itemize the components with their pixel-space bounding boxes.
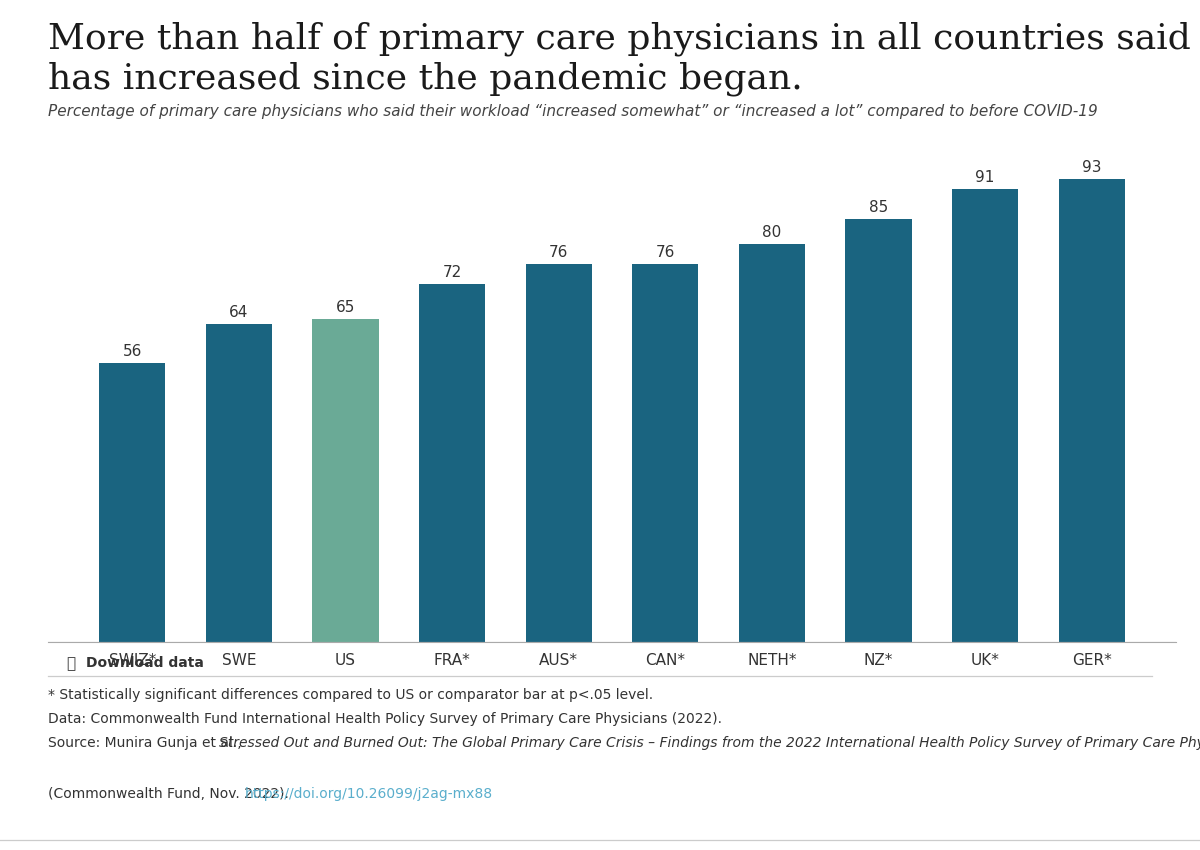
Text: 85: 85 (869, 200, 888, 215)
Text: Source: Munira Gunja et al.,: Source: Munira Gunja et al., (48, 736, 246, 750)
Text: ⤓: ⤓ (66, 656, 76, 672)
Bar (632, 264, 698, 642)
Text: 76: 76 (550, 245, 569, 260)
Text: Data: Commonwealth Fund International Health Policy Survey of Primary Care Physi: Data: Commonwealth Fund International He… (48, 712, 722, 726)
Text: 64: 64 (229, 304, 248, 320)
Text: 56: 56 (122, 344, 142, 360)
Text: has increased since the pandemic began.: has increased since the pandemic began. (48, 61, 803, 96)
Bar (419, 284, 485, 642)
Bar (1058, 179, 1124, 642)
Text: (Commonwealth Fund, Nov. 2022).: (Commonwealth Fund, Nov. 2022). (48, 787, 293, 801)
Bar (526, 264, 592, 642)
Text: Download data: Download data (86, 656, 204, 670)
Bar (206, 324, 272, 642)
Text: 80: 80 (762, 225, 781, 240)
Bar (739, 244, 805, 642)
Bar (952, 190, 1018, 642)
Bar (100, 363, 166, 642)
Text: 65: 65 (336, 299, 355, 314)
Text: More than half of primary care physicians in all countries said their workload: More than half of primary care physician… (48, 21, 1200, 56)
Bar (846, 219, 912, 642)
Text: 91: 91 (976, 170, 995, 185)
Text: Stressed Out and Burned Out: The Global Primary Care Crisis – Findings from the : Stressed Out and Burned Out: The Global … (220, 736, 1200, 750)
Text: 72: 72 (443, 264, 462, 280)
Text: 76: 76 (655, 245, 674, 260)
Text: https://doi.org/10.26099/j2ag-mx88: https://doi.org/10.26099/j2ag-mx88 (245, 787, 493, 801)
Text: 93: 93 (1082, 161, 1102, 175)
Text: Percentage of primary care physicians who said their workload “increased somewha: Percentage of primary care physicians wh… (48, 104, 1098, 119)
Text: * Statistically significant differences compared to US or comparator bar at p<.0: * Statistically significant differences … (48, 688, 653, 702)
Bar (312, 319, 378, 642)
